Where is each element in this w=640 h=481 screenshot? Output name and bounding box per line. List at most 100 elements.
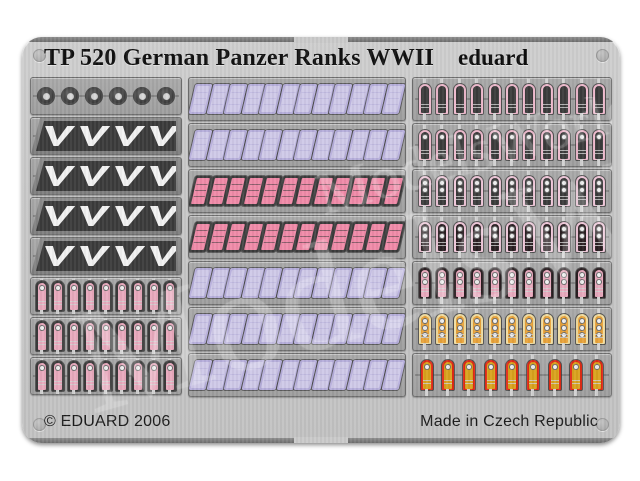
board-lace <box>525 107 534 108</box>
sprue-tag-bottom <box>457 205 461 212</box>
patch-lace <box>212 328 224 329</box>
sprue-tag-bottom <box>475 297 479 304</box>
sprue-tag-top <box>492 170 496 177</box>
board-field <box>70 363 78 390</box>
part-slot <box>148 318 160 354</box>
board-field <box>102 323 110 350</box>
patch-field <box>383 178 403 204</box>
part-slot <box>471 170 484 212</box>
board-lace <box>455 242 464 243</box>
chevron-stripe <box>40 166 74 186</box>
board-pip <box>40 326 44 330</box>
part-strip-R4 <box>412 215 612 259</box>
board-lace <box>438 334 447 335</box>
part-shoulder-board <box>575 314 588 344</box>
board-lace <box>507 107 516 108</box>
patch-lace <box>371 322 383 323</box>
board-lace <box>118 341 126 342</box>
board-field <box>465 362 474 389</box>
sprue-tag-bottom <box>527 113 531 120</box>
part-slot <box>484 354 497 396</box>
board-field <box>443 362 452 389</box>
board-field <box>438 86 447 113</box>
patch-lace <box>351 288 363 289</box>
board-lace <box>150 301 158 302</box>
patch-lace <box>335 144 347 145</box>
part-shoulder-board <box>505 84 518 114</box>
board-lace <box>438 199 447 200</box>
patch-lace <box>246 242 258 243</box>
part-slot <box>453 262 466 304</box>
photoetch-fret: TP 520 German Panzer Ranks WWII eduard M… <box>22 37 620 443</box>
part-chevron <box>145 166 171 186</box>
part-chevron <box>40 206 66 226</box>
patch-lace <box>333 380 346 381</box>
board-lace <box>455 334 464 335</box>
board-lace <box>525 196 534 197</box>
board-lace <box>438 242 447 243</box>
patch-lace <box>195 282 207 283</box>
board-lace <box>507 150 516 151</box>
board-lace <box>490 291 499 292</box>
sprue-tag-top <box>136 358 139 362</box>
board-lace <box>490 196 499 197</box>
part-slot <box>540 262 553 304</box>
part-slot <box>68 358 80 394</box>
part-slot <box>505 262 518 304</box>
board-lace <box>134 341 142 342</box>
part-shoulder-board <box>471 314 484 344</box>
sprue-tag-top <box>457 216 461 223</box>
part-shoulder-board <box>418 176 431 206</box>
board-field <box>455 86 464 113</box>
patch-lace <box>282 144 294 145</box>
board-pip <box>152 366 156 370</box>
board-pip <box>168 366 172 370</box>
patch-lace <box>265 236 277 237</box>
board-lace <box>38 301 46 302</box>
patch-lace <box>211 288 223 289</box>
part-slot <box>591 354 604 396</box>
board-pip <box>457 135 462 139</box>
board-lace <box>560 245 569 246</box>
chevron-stripe <box>110 246 144 266</box>
board-lace <box>443 383 452 384</box>
patch-lace <box>193 334 206 335</box>
board-lace <box>595 104 604 105</box>
chevron-row <box>36 121 176 151</box>
part-shoulder-board <box>523 222 536 252</box>
sprue-tag-bottom <box>152 350 155 354</box>
sprue-tag-bottom <box>457 343 461 350</box>
board-lace <box>542 337 551 338</box>
product-title: TP 520 German Panzer Ranks WWII <box>44 44 435 71</box>
sprue-tag-bottom <box>509 389 513 396</box>
patch-lace <box>211 150 223 151</box>
part-slot <box>527 354 540 396</box>
sprue-tag-bottom <box>597 159 601 166</box>
board-field <box>86 283 94 310</box>
chevron-stripe <box>75 166 109 186</box>
part-strip-L1 <box>30 77 182 115</box>
patch-lace <box>231 138 243 139</box>
sprue-tag-top <box>475 124 479 131</box>
chevron-stripe <box>110 166 144 186</box>
sprue-tag-bottom <box>552 389 556 396</box>
board-pip <box>422 181 427 185</box>
patch-lace <box>214 368 226 369</box>
board-lace <box>525 199 534 200</box>
sprue-tag-bottom <box>488 389 492 396</box>
part-shoulder-board <box>471 130 484 160</box>
part-slot <box>471 262 484 304</box>
board-lace <box>507 380 516 381</box>
sprue-tag-top <box>120 318 123 322</box>
board-field <box>166 283 174 310</box>
board-lace <box>490 199 499 200</box>
board-field <box>38 323 46 350</box>
patch-lace <box>351 196 363 197</box>
board-pip <box>72 286 76 290</box>
part-shoulder-board <box>164 321 176 351</box>
sprue-tag-top <box>440 78 444 85</box>
sprue-tag-top <box>562 308 566 315</box>
sprue-tag-top <box>168 318 171 322</box>
board-lace <box>465 380 474 381</box>
parts-row <box>413 354 611 396</box>
